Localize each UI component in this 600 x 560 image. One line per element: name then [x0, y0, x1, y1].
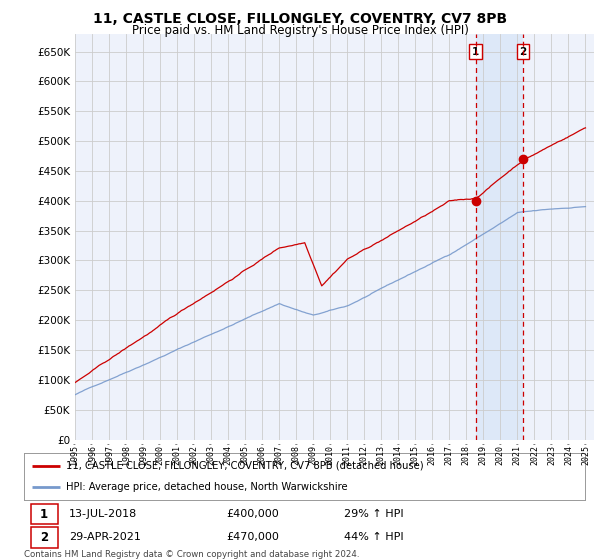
Text: 11, CASTLE CLOSE, FILLONGLEY, COVENTRY, CV7 8PB (detached house): 11, CASTLE CLOSE, FILLONGLEY, COVENTRY, …	[66, 460, 424, 470]
Text: 2010: 2010	[326, 445, 335, 465]
Text: 11, CASTLE CLOSE, FILLONGLEY, COVENTRY, CV7 8PB: 11, CASTLE CLOSE, FILLONGLEY, COVENTRY, …	[93, 12, 507, 26]
Text: 2009: 2009	[309, 445, 318, 465]
Text: 2018: 2018	[462, 445, 471, 465]
FancyBboxPatch shape	[31, 527, 58, 548]
Text: 2017: 2017	[445, 445, 454, 465]
Text: 2011: 2011	[343, 445, 352, 465]
Text: 2022: 2022	[530, 445, 539, 465]
Text: 2002: 2002	[190, 445, 199, 465]
Text: 2007: 2007	[275, 445, 284, 465]
Text: 2014: 2014	[394, 445, 403, 465]
Text: 2024: 2024	[564, 445, 573, 465]
Text: 13-JUL-2018: 13-JUL-2018	[69, 509, 137, 519]
Text: 2012: 2012	[360, 445, 369, 465]
Text: 2023: 2023	[547, 445, 556, 465]
Text: 29-APR-2021: 29-APR-2021	[69, 533, 141, 543]
Text: 2006: 2006	[257, 445, 266, 465]
Text: 2021: 2021	[513, 445, 522, 465]
Text: 2000: 2000	[155, 445, 164, 465]
Text: 2003: 2003	[206, 445, 215, 465]
Text: 2008: 2008	[292, 445, 301, 465]
Text: 2015: 2015	[411, 445, 420, 465]
Text: 1996: 1996	[88, 445, 97, 465]
Text: 2019: 2019	[479, 445, 488, 465]
Text: 1997: 1997	[104, 445, 113, 465]
Text: 2005: 2005	[241, 445, 250, 465]
Text: 1995: 1995	[71, 445, 79, 465]
Bar	[476, 34, 523, 440]
FancyBboxPatch shape	[31, 504, 58, 524]
Text: Contains HM Land Registry data © Crown copyright and database right 2024.
This d: Contains HM Land Registry data © Crown c…	[24, 550, 359, 560]
Text: 2001: 2001	[173, 445, 182, 465]
Text: 29% ↑ HPI: 29% ↑ HPI	[344, 509, 403, 519]
Text: 2025: 2025	[581, 445, 590, 465]
Text: £470,000: £470,000	[226, 533, 279, 543]
Text: 2004: 2004	[224, 445, 233, 465]
Text: Price paid vs. HM Land Registry's House Price Index (HPI): Price paid vs. HM Land Registry's House …	[131, 24, 469, 36]
Text: £400,000: £400,000	[226, 509, 279, 519]
Text: 1: 1	[40, 508, 48, 521]
Text: 2: 2	[40, 531, 48, 544]
Text: 44% ↑ HPI: 44% ↑ HPI	[344, 533, 403, 543]
Text: HPI: Average price, detached house, North Warwickshire: HPI: Average price, detached house, Nort…	[66, 482, 348, 492]
Text: 1998: 1998	[122, 445, 131, 465]
Text: 2: 2	[520, 46, 527, 57]
Text: 2016: 2016	[428, 445, 437, 465]
Text: 1: 1	[472, 46, 479, 57]
Text: 2020: 2020	[496, 445, 505, 465]
Text: 1999: 1999	[139, 445, 148, 465]
Text: 2013: 2013	[377, 445, 386, 465]
